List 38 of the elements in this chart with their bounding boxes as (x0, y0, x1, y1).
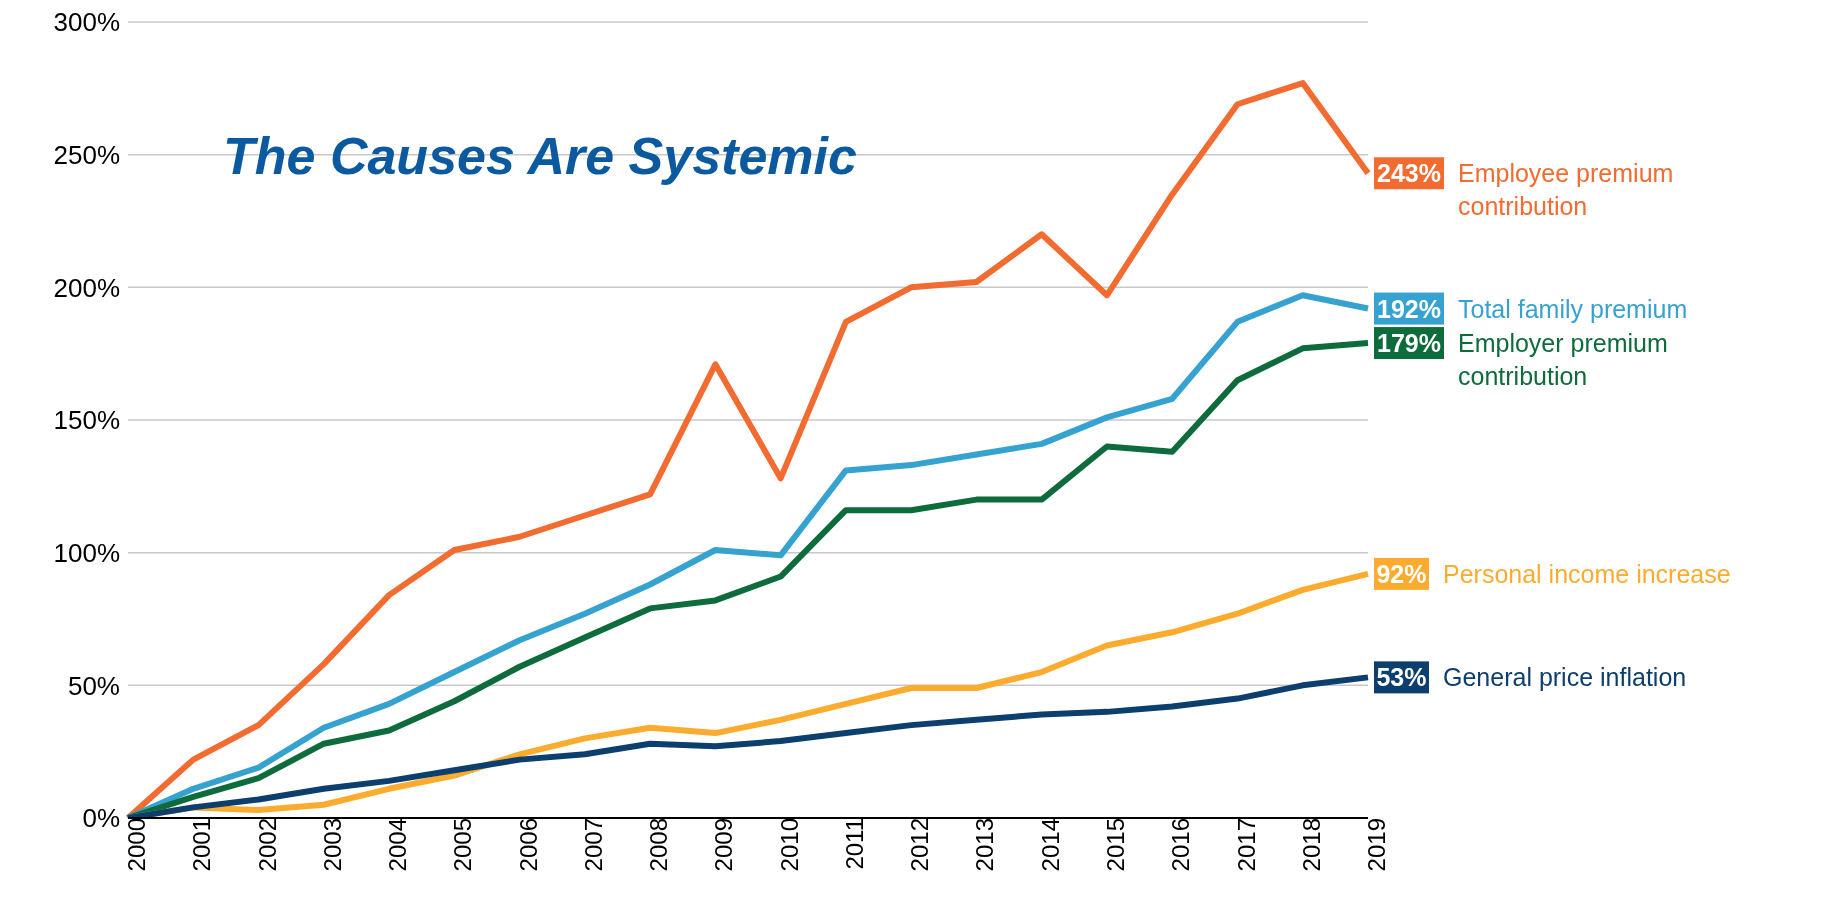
data-label: 92% (1376, 559, 1427, 588)
x-tick-label: 2005 (449, 818, 477, 872)
x-tick-label: 2010 (775, 818, 803, 872)
x-tick-label: 2012 (906, 818, 934, 872)
y-tick-label: 200% (53, 272, 120, 303)
y-tick-label: 0% (82, 803, 120, 834)
y-tick-label: 50% (67, 670, 120, 701)
x-tick-label: 2013 (971, 818, 999, 872)
data-label: 53% (1376, 663, 1427, 692)
x-tick-label: 2006 (514, 818, 542, 872)
legend-label: Personal income increase (1443, 559, 1731, 588)
x-tick-label: 2017 (1232, 818, 1260, 872)
x-tick-label: 2003 (318, 818, 346, 872)
x-tick-label: 2001 (188, 818, 216, 872)
data-label: 243% (1377, 159, 1441, 188)
x-tick-label: 2004 (384, 818, 412, 872)
y-tick-label: 100% (53, 537, 120, 568)
x-tick-label: 2015 (1101, 818, 1129, 872)
legend-label: Total family premium (1458, 294, 1688, 323)
x-tick-label: 2018 (1297, 818, 1325, 872)
legend-label: Employee premium contribution (1458, 159, 1674, 220)
x-tick-label: 2019 (1363, 818, 1391, 872)
legend-label: Employer premium contribution (1458, 329, 1668, 390)
y-tick-label: 250% (53, 139, 120, 170)
x-tick-label: 2009 (710, 818, 738, 872)
x-tick-label: 2000 (123, 818, 151, 872)
data-label: 192% (1377, 294, 1441, 323)
text: The Causes Are Systemic (223, 126, 857, 186)
x-tick-label: 2002 (253, 818, 281, 872)
x-tick-label: 2016 (1167, 818, 1195, 872)
legend-label: General price inflation (1443, 663, 1687, 692)
x-tick-label: 2011 (840, 818, 868, 870)
y-tick-label: 150% (53, 405, 120, 436)
x-tick-label: 2014 (1036, 818, 1064, 872)
x-tick-label: 2008 (645, 818, 673, 872)
x-tick-label: 2007 (579, 818, 607, 872)
y-tick-label: 300% (53, 7, 120, 38)
data-label: 179% (1377, 329, 1441, 358)
